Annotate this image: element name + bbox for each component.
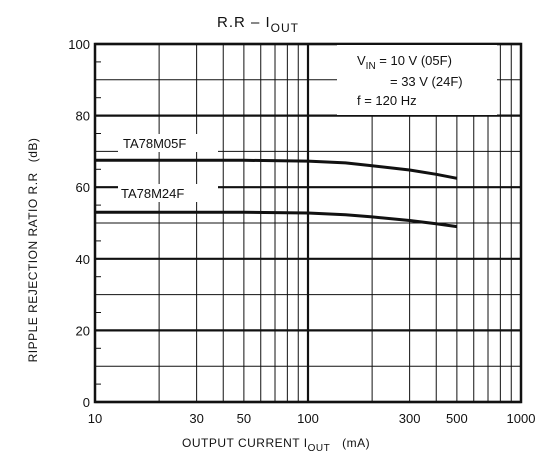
y-axis-label: RIPPLE REJECTION RATIO R.R(dB) [26, 138, 40, 363]
series-line-ta78m24f [95, 210, 458, 229]
x-tick-label: 300 [399, 411, 421, 426]
y-tick-label: 20 [76, 323, 90, 338]
x-axis-label: OUTPUT CURRENT IOUT (mA) [182, 436, 370, 454]
series-line-ta78m05f [95, 158, 458, 180]
series-label-ta78m24f: TA78M24F [121, 186, 184, 201]
series-label-ta78m24f-group: TA78M24F [118, 184, 218, 202]
x-tick-label: 50 [237, 411, 251, 426]
condition-frequency: f = 120 Hz [357, 93, 417, 108]
tick-labels: 10 30 50 100 300 500 1000 0 20 40 60 80 100 [68, 37, 535, 426]
y-tick-label: 80 [76, 109, 90, 124]
x-tick-label: 100 [297, 411, 319, 426]
x-tick-label: 30 [189, 411, 203, 426]
plot-frame [93, 42, 523, 404]
series-label-ta78m05f-group: TA78M05F [118, 134, 218, 152]
condition-vin-05f: VIN = 10 V (05F) [357, 53, 452, 72]
series-label-ta78m05f: TA78M05F [123, 136, 186, 151]
x-tick-label: 500 [446, 411, 468, 426]
series-layer [95, 158, 458, 229]
x-tick-label: 10 [88, 411, 102, 426]
y-tick-label: 40 [76, 252, 90, 267]
conditions-box: VIN = 10 V (05F) = 33 V (24F) f = 120 Hz [337, 45, 497, 115]
y-tick-label: 100 [68, 37, 90, 52]
y-tick-label: 60 [76, 180, 90, 195]
chart-title: R.R – IOUT [217, 14, 299, 35]
condition-vin-24f: = 33 V (24F) [390, 74, 463, 89]
x-tick-label: 1000 [507, 411, 536, 426]
y-tick-label: 0 [83, 395, 90, 410]
